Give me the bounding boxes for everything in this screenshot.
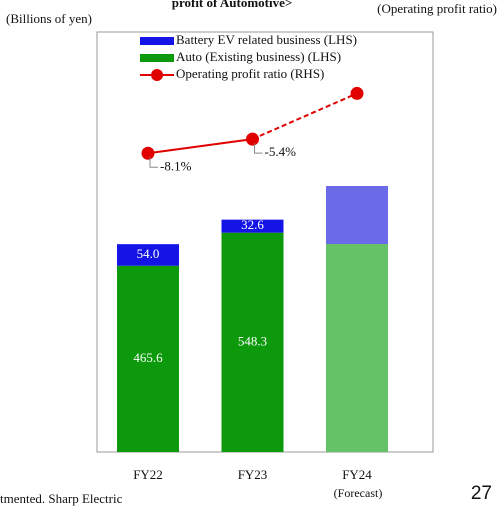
legend-swatch [140,37,174,45]
data-label: 32.6 [241,217,264,232]
legend-label: Auto (Existing business) (LHS) [176,49,341,64]
label-leader [254,143,263,154]
line-segment [252,92,358,141]
bar-segment [326,186,388,244]
data-label: 465.6 [133,350,163,365]
label-leader [149,157,158,168]
footnote: tmented. Sharp Electric [0,491,123,506]
bar-segment [117,265,179,452]
x-tick-label: FY22 [133,467,163,482]
data-label: -8.1% [160,158,192,173]
data-label: -5.4% [265,144,297,159]
x-tick-label: FY23 [238,467,268,482]
line-segment [147,138,253,155]
data-label: 54.0 [137,246,160,261]
x-tick-label: FY24 [342,467,372,482]
bar-segment [221,232,284,452]
chart-title: profit of Automotive> [172,0,293,10]
legend-label: Operating profit ratio (RHS) [176,66,324,81]
bar-segment [326,244,388,452]
bar-segment [221,219,284,233]
y-axis-label: (Billions of yen) [6,11,92,26]
annotation: (Forecast) [334,486,383,500]
page-number: 27 [471,483,492,504]
line-point [141,146,155,160]
data-label: 548.3 [238,333,267,348]
line-point [246,132,259,146]
line-point [350,86,364,100]
legend-label: Battery EV related business (LHS) [176,32,357,47]
legend-marker [151,69,163,81]
y2-axis-label: (Operating profit ratio) [377,1,497,16]
bar-segment [117,244,179,266]
legend-swatch [140,54,174,62]
